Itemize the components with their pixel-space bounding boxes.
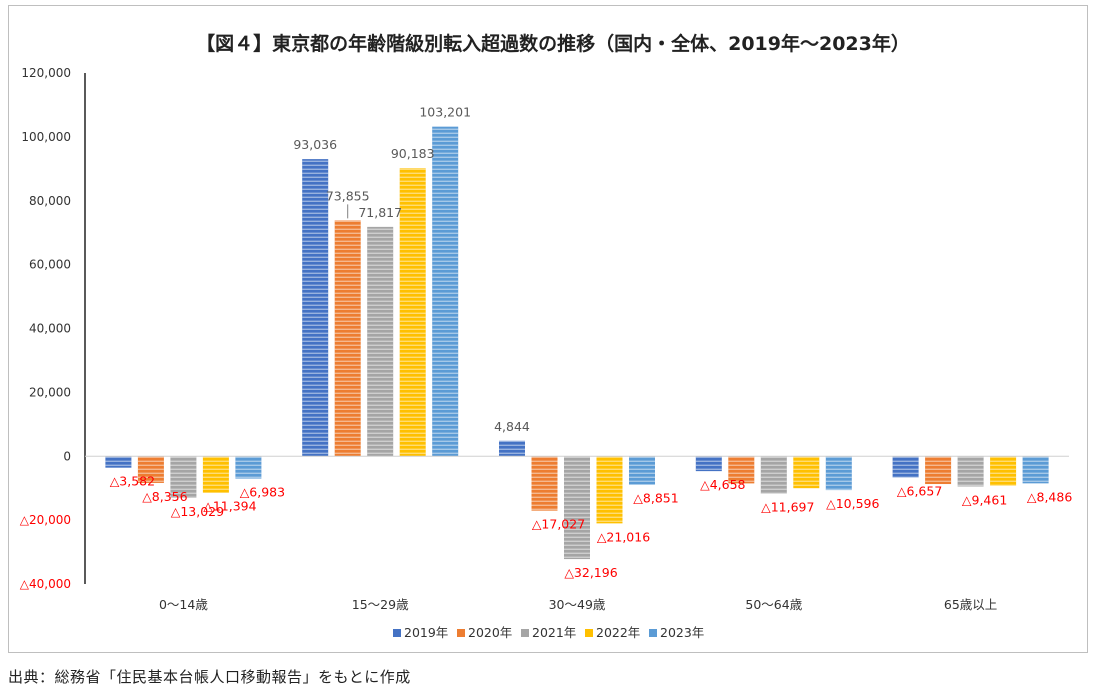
bar-stripes — [1022, 456, 1049, 484]
chart-frame: 【図４】東京都の年齢階級別転入超過数の推移（国内・全体、2019年～2023年）… — [8, 5, 1088, 653]
data-label: △9,461 — [962, 492, 1007, 507]
legend-entry: 2020年 — [468, 625, 512, 640]
y-tick-label: 0 — [63, 449, 71, 463]
data-label: 90,183 — [391, 146, 435, 161]
bar-stripes — [695, 456, 722, 472]
x-category-label: 0～14歳 — [159, 597, 208, 612]
data-label: △13,029 — [171, 504, 224, 519]
chart-svg: 【図４】東京都の年齢階級別転入超過数の推移（国内・全体、2019年～2023年）… — [20, 32, 1073, 640]
y-tick-label: 80,000 — [29, 194, 71, 208]
data-label: 103,201 — [419, 105, 471, 120]
data-label: △8,486 — [1027, 489, 1072, 504]
bar-stripes — [793, 456, 820, 489]
legend-swatch — [457, 629, 465, 637]
bar-stripes — [596, 456, 623, 524]
data-label: △8,356 — [142, 489, 187, 504]
bar-stripes — [825, 456, 852, 491]
chart-title: 【図４】東京都の年齢階級別転入超過数の推移（国内・全体、2019年～2023年） — [196, 32, 910, 55]
x-category-label: 30～49歳 — [549, 597, 606, 612]
x-axis-categories: 0～14歳 15～29歳 30～49歳 50～64歳 65歳以上 — [159, 597, 997, 612]
legend-entry: 2022年 — [596, 625, 640, 640]
x-category-label: 65歳以上 — [944, 597, 997, 612]
bar-stripes — [564, 456, 590, 560]
legend-swatch — [649, 629, 657, 637]
data-label: 71,817 — [358, 205, 402, 220]
y-axis: 120,000 100,000 80,000 60,000 40,000 20,000 0 △… — [20, 66, 86, 591]
data-label: △11,697 — [761, 500, 814, 515]
bar-stripes — [531, 456, 558, 511]
data-label: △4,658 — [700, 477, 745, 492]
bar-stripes — [925, 456, 952, 485]
legend-entry: 2021年 — [532, 625, 576, 640]
bar-stripes — [137, 456, 164, 483]
y-tick-label: △20,000 — [20, 513, 71, 527]
y-tick-label: △40,000 — [20, 577, 71, 591]
data-label: △8,851 — [633, 491, 678, 506]
bar-stripes — [170, 456, 197, 498]
data-label: △32,196 — [564, 565, 617, 580]
data-label: 93,036 — [293, 137, 337, 152]
bar-stripes — [499, 440, 525, 457]
y-tick-label: 20,000 — [29, 385, 71, 399]
legend-swatch — [585, 629, 593, 637]
bar-stripes — [235, 456, 262, 479]
y-tick-label: 120,000 — [21, 66, 71, 80]
bar-stripes — [760, 456, 787, 494]
bar-stripes — [334, 220, 361, 457]
bar-stripes — [202, 456, 229, 493]
data-label: △3,582 — [110, 474, 155, 489]
data-label: △11,394 — [203, 499, 256, 514]
bar-stripes — [990, 456, 1017, 486]
bar-stripes — [957, 456, 984, 487]
legend-entry: 2019年 — [404, 625, 448, 640]
legend: 2019年 2020年 2021年 2022年 2023年 — [393, 625, 704, 640]
y-tick-label: 40,000 — [29, 322, 71, 336]
bar-stripes — [728, 456, 755, 484]
legend-swatch — [393, 629, 401, 637]
data-label: △6,983 — [240, 485, 285, 500]
data-label: △21,016 — [597, 529, 650, 544]
bar-stripes — [432, 126, 459, 457]
y-tick-label: 100,000 — [21, 130, 71, 144]
data-label: 73,855 — [326, 188, 370, 203]
source-note: 出典：総務省「住民基本台帳人口移動報告」をもとに作成 — [8, 668, 411, 686]
bar-stripes — [892, 456, 919, 478]
data-labels: △3,582△8,356△13,029△11,394△6,983 93,036 73… — [110, 105, 1073, 580]
legend-swatch — [521, 629, 529, 637]
bars — [85, 126, 1069, 560]
x-category-label: 50～64歳 — [745, 597, 802, 612]
data-label: △10,596 — [826, 496, 879, 511]
data-label: △17,027 — [532, 517, 585, 532]
data-label: △6,657 — [897, 484, 942, 499]
bar-stripes — [105, 456, 132, 468]
bar-stripes — [302, 159, 329, 457]
y-tick-label: 60,000 — [29, 258, 71, 272]
bar-stripes — [399, 168, 426, 457]
bar-stripes — [367, 226, 394, 457]
legend-entry: 2023年 — [660, 625, 704, 640]
bar-stripes — [629, 456, 655, 485]
x-category-label: 15～29歳 — [352, 597, 409, 612]
data-label: 4,844 — [494, 419, 530, 434]
